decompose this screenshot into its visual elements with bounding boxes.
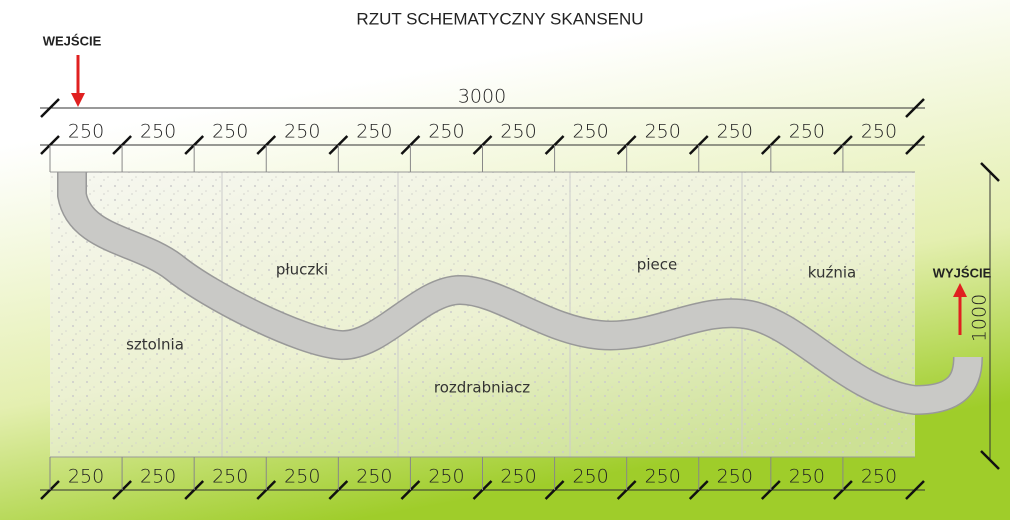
segment-dimension: 250 — [645, 466, 681, 488]
segment-dimension: 250 — [284, 121, 320, 143]
segment-dimension: 250 — [500, 466, 536, 488]
entrance-label: WEJŚCIE — [43, 33, 102, 48]
segment-dimension: 250 — [356, 121, 392, 143]
dimension-tick — [905, 98, 925, 118]
entrance-arrowhead — [71, 93, 85, 107]
segment-dimension: 250 — [428, 121, 464, 143]
segment-dimension: 250 — [356, 466, 392, 488]
zone-label: płuczki — [276, 261, 328, 279]
segment-dimension: 250 — [284, 466, 320, 488]
dimension-tick — [905, 480, 925, 500]
segment-dimension: 250 — [789, 466, 825, 488]
zone-label: sztolnia — [126, 336, 184, 354]
exit-arrowhead — [953, 283, 967, 297]
segment-dimension: 250 — [717, 121, 753, 143]
visitor-path — [58, 172, 982, 414]
height-dimension: 1000 — [969, 294, 991, 342]
segment-dimension: 250 — [717, 466, 753, 488]
dimension-tick — [905, 135, 925, 155]
dimension-tick — [980, 450, 1000, 470]
total-dimension: 3000 — [458, 86, 506, 108]
exit-label: WYJŚCIE — [933, 265, 992, 280]
segment-dimension: 250 — [428, 466, 464, 488]
zone-label: kuźnia — [808, 264, 856, 282]
title: RZUT SCHEMATYCZNY SKANSENU — [356, 9, 643, 28]
segment-dimension: 250 — [140, 121, 176, 143]
segment-dimension: 250 — [861, 121, 897, 143]
segment-dimension: 250 — [140, 466, 176, 488]
segment-dimension: 250 — [500, 121, 536, 143]
segment-dimension: 250 — [789, 121, 825, 143]
segment-dimension: 250 — [861, 466, 897, 488]
dimension-tick — [40, 98, 60, 118]
segment-dimension: 250 — [572, 466, 608, 488]
zone-label: piece — [637, 256, 677, 274]
segment-dimension: 250 — [68, 121, 104, 143]
dimension-tick — [980, 162, 1000, 182]
segment-dimension: 250 — [645, 121, 681, 143]
segment-dimension: 250 — [212, 466, 248, 488]
segment-dimension: 250 — [572, 121, 608, 143]
zone-label: rozdrabniacz — [434, 379, 530, 397]
zones: sztolnia płuczki rozdrabniacz piece kuźn… — [126, 256, 856, 397]
segment-dimension: 250 — [212, 121, 248, 143]
segment-dimension: 250 — [68, 466, 104, 488]
